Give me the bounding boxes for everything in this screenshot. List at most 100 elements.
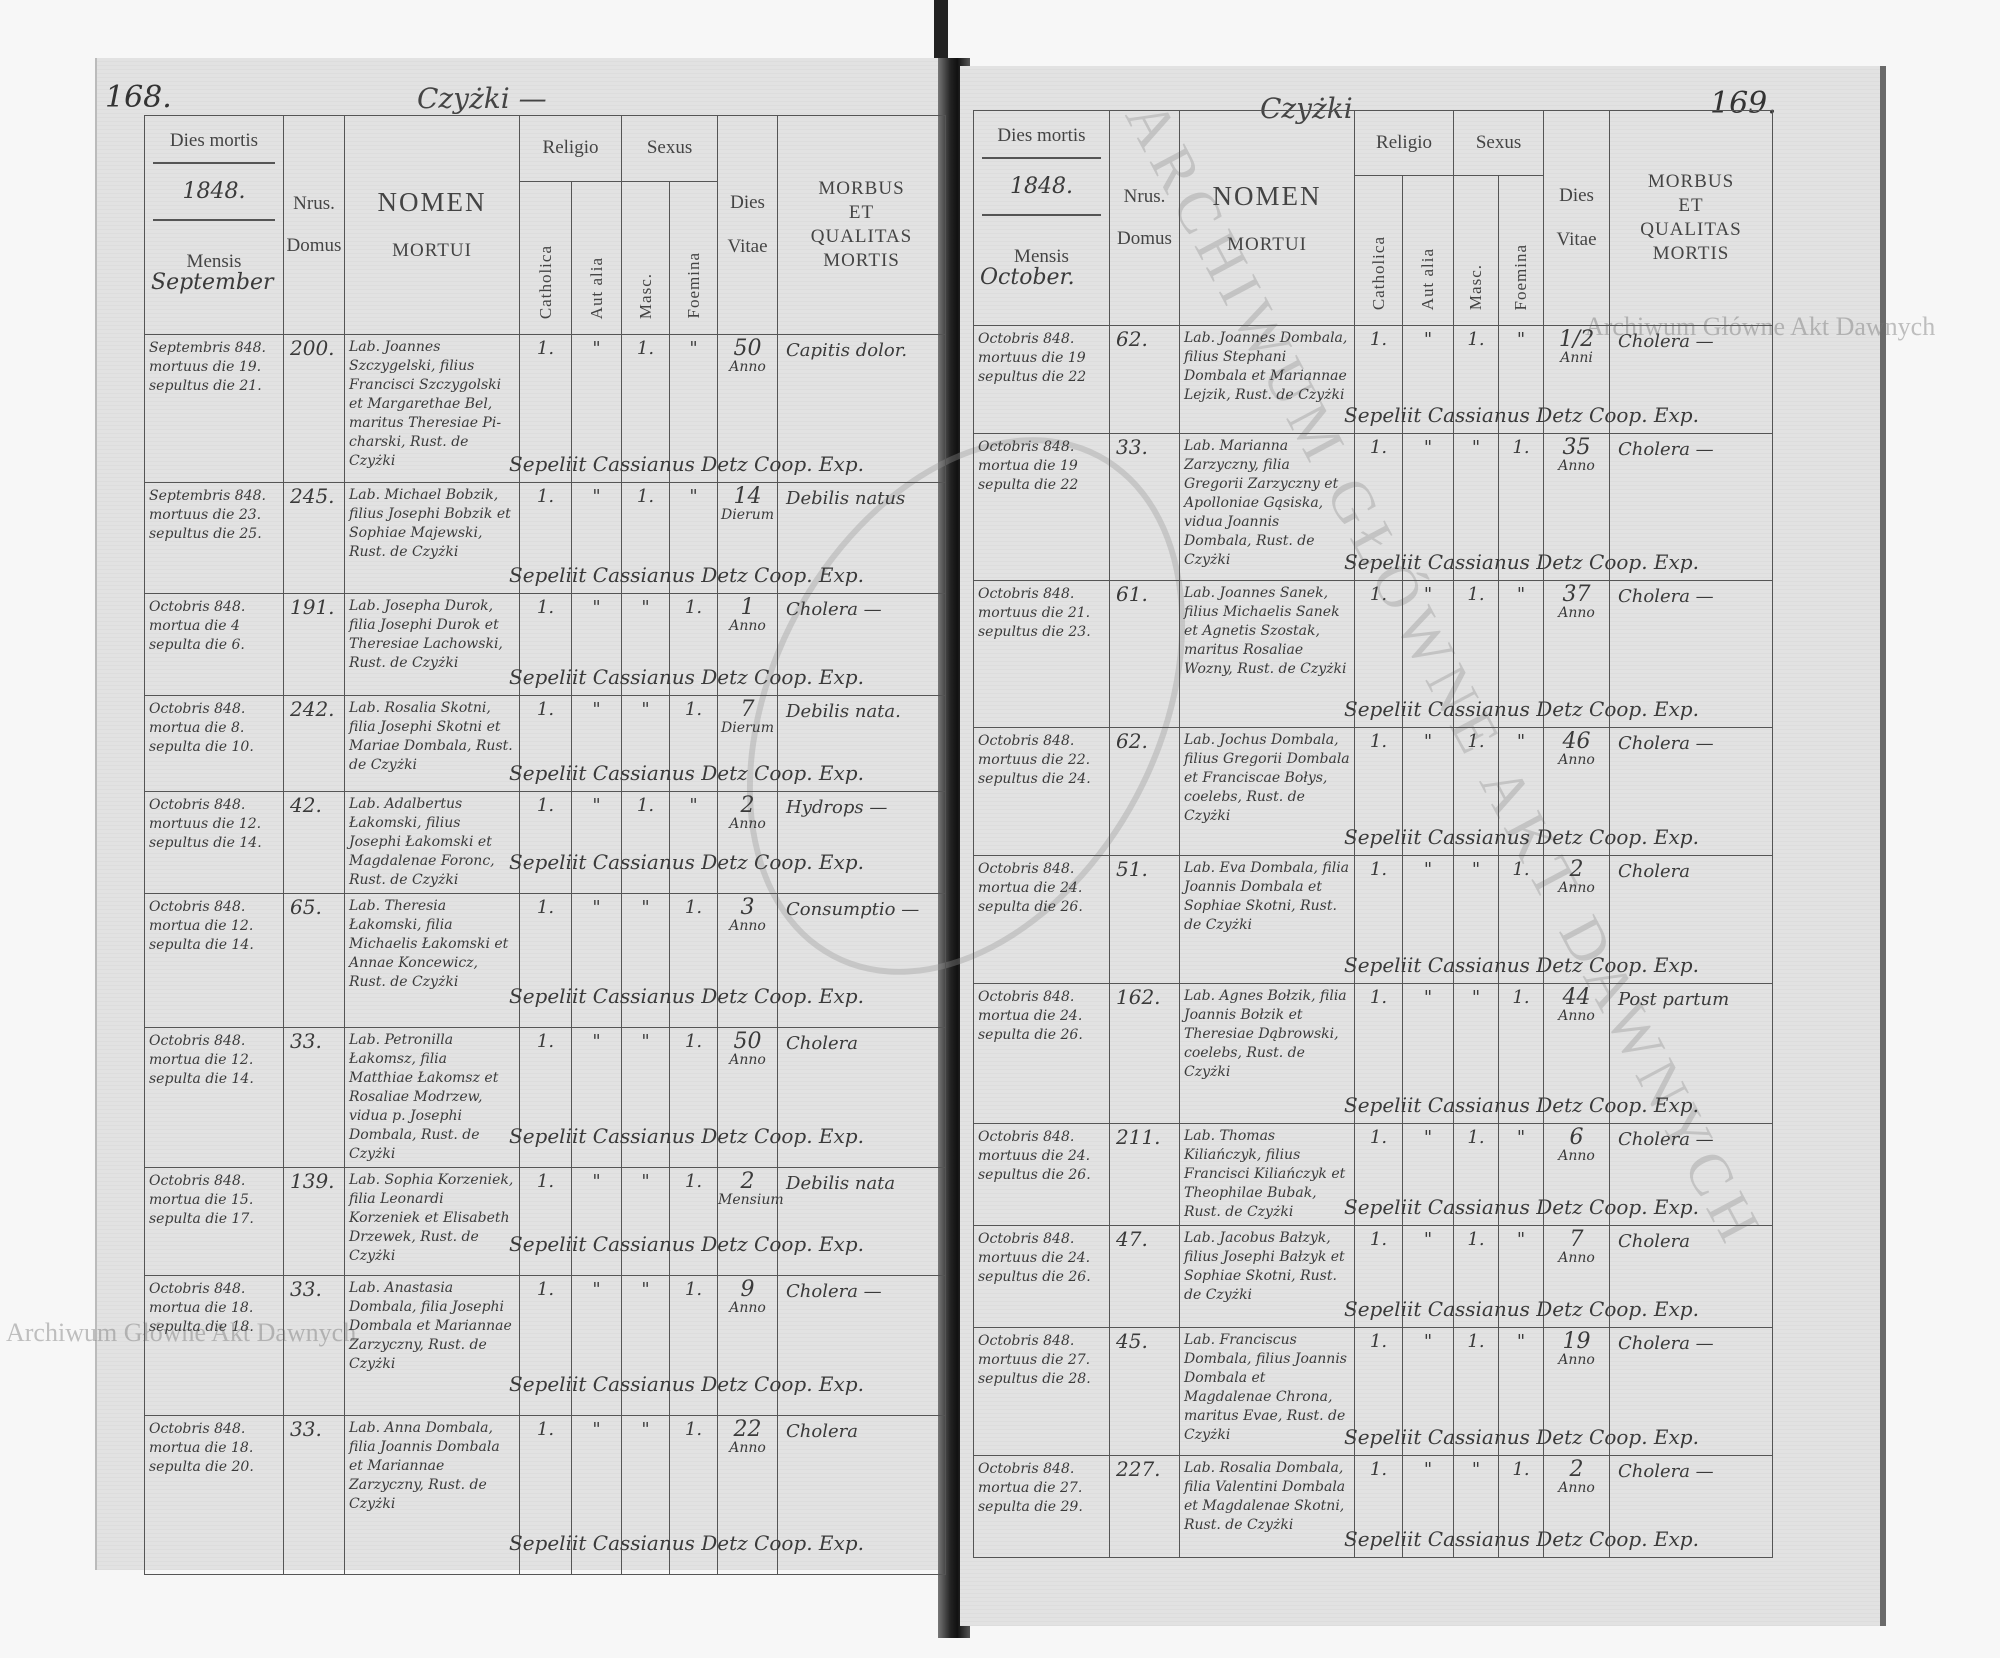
date-line: mortua die 24. bbox=[978, 1008, 1083, 1024]
table-row: Octobris 848. mortuus die 27. sepultus die… bbox=[973, 1327, 1774, 1456]
date-line: sepultus die 28. bbox=[978, 1371, 1091, 1387]
nrus-label: Nrus. bbox=[293, 192, 335, 214]
age-unit: Anno bbox=[1558, 880, 1595, 896]
mortui-label: MORTUI bbox=[1227, 233, 1307, 255]
date-line: mortua die 4 bbox=[149, 617, 240, 634]
date-line: mortuus die 22. bbox=[978, 752, 1091, 768]
age-value: 14 bbox=[733, 483, 762, 509]
village-name: Czyżki — bbox=[417, 82, 547, 115]
header-foemina: Foemina bbox=[1498, 174, 1545, 326]
house-number: 162. bbox=[1109, 983, 1180, 1124]
date-line: sepultus die 23. bbox=[978, 624, 1091, 640]
cath-mark: 1. bbox=[519, 481, 572, 594]
death-date-cell: Octobris 848. mortua die 27. sepulta die 2… bbox=[973, 1455, 1110, 1558]
death-date-cell: Octobris 848. mortua die 8. sepulta die 10… bbox=[144, 694, 284, 792]
burial-note: Sepeliit Cassianus Detz Coop. Exp. bbox=[509, 1232, 864, 1256]
deceased-name: Lab. Thomas Kiliańczyk, filius Francisci… bbox=[1179, 1123, 1355, 1226]
house-number: 211. bbox=[1109, 1123, 1180, 1226]
date-line: sepulta die 22 bbox=[978, 477, 1079, 493]
masc-mark: 1. bbox=[1453, 580, 1500, 728]
house-number: 33. bbox=[1109, 433, 1180, 581]
date-line: sepulta die 10. bbox=[149, 738, 254, 755]
table-row: Octobris 848. mortua die 24. sepulta die 2… bbox=[973, 983, 1774, 1124]
mortis-label: MORTIS bbox=[823, 249, 900, 271]
deceased-name: Lab. Anastasia Dombala, filia Josephi Do… bbox=[344, 1274, 520, 1416]
date-line: mortuus die 21. bbox=[978, 605, 1091, 621]
table-row: Octobris 848. mortuus die 19 sepultus die … bbox=[973, 325, 1774, 434]
cath-mark: 1. bbox=[1354, 1455, 1403, 1558]
cath-mark: 1. bbox=[1354, 1225, 1403, 1328]
alia-mark: " bbox=[1401, 983, 1455, 1124]
aut-alia-label: Aut alia bbox=[1418, 247, 1437, 310]
cause-of-death: Cholera bbox=[777, 1026, 947, 1168]
header-religio: Religio bbox=[1353, 110, 1455, 176]
header-morbus: MORBUS ET QUALITAS MORTIS bbox=[777, 115, 947, 335]
house-number: 62. bbox=[1109, 325, 1180, 434]
cause-of-death: Post partum bbox=[1609, 983, 1774, 1124]
date-line: sepultus die 14. bbox=[149, 834, 262, 851]
date-line: mortuus die 24. bbox=[978, 1148, 1091, 1164]
foem-mark: 1. bbox=[669, 1274, 719, 1416]
table-row: Octobris 848. mortuus die 12. sepultus die… bbox=[144, 790, 947, 894]
alia-mark: " bbox=[1401, 727, 1455, 856]
deceased-name: Lab. Rosalia Dombala, filia Valentini Do… bbox=[1179, 1455, 1355, 1558]
masc-mark: " bbox=[1453, 855, 1500, 984]
house-number: 65. bbox=[283, 892, 345, 1028]
date-line: sepulta die 18. bbox=[149, 1318, 254, 1335]
month-value: September bbox=[151, 270, 274, 295]
cath-mark: 1. bbox=[519, 1274, 572, 1416]
foem-mark: 1. bbox=[1498, 855, 1545, 984]
date-line: mortua die 8. bbox=[149, 719, 245, 736]
cath-mark: 1. bbox=[1354, 325, 1403, 434]
cause-of-death: Cholera bbox=[1609, 855, 1774, 984]
burial-note: Sepeliit Cassianus Detz Coop. Exp. bbox=[1344, 1195, 1699, 1219]
age-unit: Anno bbox=[1558, 605, 1595, 621]
foem-mark: " bbox=[1498, 1123, 1545, 1226]
death-date-cell: Octobris 848. mortua die 19 sepulta die 22 bbox=[973, 433, 1110, 581]
foem-mark: 1. bbox=[669, 1166, 719, 1276]
age-value: 50 bbox=[733, 335, 762, 361]
mensis-label: Mensis bbox=[186, 251, 242, 272]
morbus-label: MORBUS bbox=[818, 177, 905, 199]
header-religio: Religio bbox=[518, 115, 623, 182]
masc-label: Masc. bbox=[635, 272, 655, 319]
dies-mortis-label: Dies mortis bbox=[153, 116, 275, 164]
date-line: sepultus die 26. bbox=[978, 1167, 1091, 1183]
cause-of-death: Consumptio — bbox=[777, 892, 947, 1028]
date-line: mortuus die 19 bbox=[978, 350, 1086, 366]
age-cell: 44 Anno bbox=[1543, 983, 1611, 1124]
burial-note: Sepeliit Cassianus Detz Coop. Exp. bbox=[509, 452, 864, 476]
house-number: 33. bbox=[283, 1414, 345, 1575]
cause-of-death: Debilis nata bbox=[777, 1166, 947, 1276]
alia-mark: " bbox=[1401, 580, 1455, 728]
age-unit: Anno bbox=[729, 617, 766, 634]
table-row: Octobris 848. mortua die 27. sepulta die 2… bbox=[973, 1455, 1774, 1558]
age-cell: 50 Anno bbox=[717, 333, 779, 483]
header-masc: Masc. bbox=[1453, 174, 1500, 326]
house-number: 42. bbox=[283, 790, 345, 894]
date-line: Octobris 848. bbox=[978, 1461, 1075, 1477]
age-unit: Anno bbox=[1558, 1352, 1595, 1368]
deceased-name: Lab. Agnes Bołzik, filia Joannis Bołzik … bbox=[1179, 983, 1355, 1124]
masc-mark: " bbox=[621, 694, 671, 792]
age-cell: 50 Anno bbox=[717, 1026, 779, 1168]
age-value: 2 bbox=[740, 792, 755, 818]
alia-mark: " bbox=[570, 1166, 623, 1276]
table-row: Septembris 848. mortuus die 19. sepultus d… bbox=[144, 333, 947, 483]
date-line: mortua die 19 bbox=[978, 458, 1078, 474]
masc-mark: " bbox=[621, 892, 671, 1028]
masc-mark: " bbox=[621, 1026, 671, 1168]
aut-alia-label: Aut alia bbox=[586, 256, 606, 319]
deceased-name: Lab. Joannes Dombala, filius Stephani Do… bbox=[1179, 325, 1355, 434]
date-line: sepulta die 6. bbox=[149, 636, 245, 653]
burial-note: Sepeliit Cassianus Detz Coop. Exp. bbox=[509, 1124, 864, 1148]
foem-mark: " bbox=[1498, 580, 1545, 728]
date-line: sepultus die 21. bbox=[149, 377, 262, 394]
date-line: mortuus die 23. bbox=[149, 506, 262, 523]
header-sexus: Sexus bbox=[1453, 110, 1545, 176]
masc-mark: " bbox=[621, 1414, 671, 1575]
header-foemina: Foemina bbox=[669, 180, 719, 335]
table-row: Octobris 848. mortua die 15. sepulta die 1… bbox=[144, 1166, 947, 1276]
age-value: 3 bbox=[740, 894, 755, 920]
foem-mark: 1. bbox=[669, 694, 719, 792]
